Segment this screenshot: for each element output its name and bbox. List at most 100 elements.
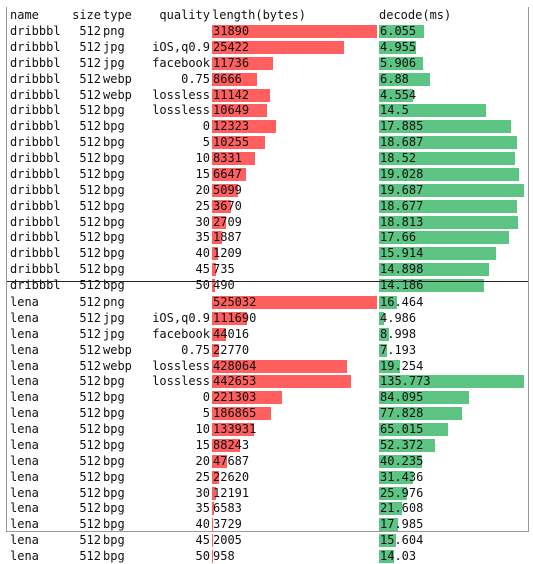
cell-length: 186865 [212,405,380,421]
decode-value: 15.914 [379,246,423,260]
cell-length: 3670 [212,198,380,214]
cell-size: 512 [67,500,101,516]
cell-size: 512 [67,389,101,405]
length-value: 22770 [212,343,249,357]
cell-length: 11736 [212,55,380,71]
header-type: type [103,7,151,23]
cell-size: 512 [67,421,101,437]
cell-name: dribbbl [10,245,70,261]
cell-size: 512 [67,548,101,564]
cell-length: 958 [212,548,380,564]
decode-value: 16.464 [379,295,423,309]
cell-name: lena [10,453,70,469]
cell-decode: 5.906 [379,55,529,71]
cell-size: 512 [67,102,101,118]
cell-decode: 4.986 [379,310,529,326]
length-value: 10255 [212,135,249,149]
cell-quality: 25 [151,198,210,214]
cell-decode: 18.687 [379,134,529,150]
decode-value: 31.436 [379,470,423,484]
cell-type: bpg [103,198,151,214]
cell-length: 6583 [212,500,380,516]
cell-type: bpg [103,118,151,134]
cell-type: bpg [103,532,151,548]
cell-size: 512 [67,134,101,150]
decode-value: 18.813 [379,215,423,229]
decode-value: 18.687 [379,135,423,149]
cell-length: 442653 [212,373,380,389]
cell-type: webp [103,358,151,374]
cell-quality: 40 [151,245,210,261]
cell-name: dribbbl [10,277,70,293]
cell-quality: 5 [151,405,210,421]
cell-type: bpg [103,373,151,389]
cell-name: lena [10,500,70,516]
cell-decode: 31.436 [379,469,529,485]
cell-size: 512 [67,198,101,214]
cell-name: lena [10,516,70,532]
cell-quality: 0.75 [151,71,210,87]
length-value: 25422 [212,40,249,54]
cell-type: bpg [103,469,151,485]
decode-value: 19.687 [379,183,423,197]
cell-length: 47687 [212,453,380,469]
cell-name: lena [10,326,70,342]
cell-quality: 50 [151,548,210,564]
cell-type: bpg [103,500,151,516]
length-value: 22620 [212,470,249,484]
cell-length: 44016 [212,326,380,342]
cell-type: bpg [103,485,151,501]
decode-value: 4.986 [379,311,416,325]
cell-type: bpg [103,389,151,405]
cell-size: 512 [67,23,101,39]
decode-value: 14.03 [379,549,416,563]
decode-value: 84.095 [379,390,423,404]
cell-length: 12323 [212,118,380,134]
length-value: 111690 [212,311,256,325]
cell-length: 8331 [212,150,380,166]
cell-quality: 0 [151,118,210,134]
decode-value: 15.604 [379,533,423,547]
cell-size: 512 [67,261,101,277]
header-name: name [10,7,70,23]
cell-quality: 20 [151,453,210,469]
cell-name: lena [10,437,70,453]
cell-length: 1209 [212,245,380,261]
cell-decode: 52.372 [379,437,529,453]
cell-length: 8666 [212,71,380,87]
cell-quality: lossless [151,358,210,374]
cell-decode: 19.254 [379,358,529,374]
cell-length: 2709 [212,214,380,230]
length-value: 6583 [212,501,242,515]
cell-name: lena [10,389,70,405]
cell-length: 5099 [212,182,380,198]
cell-quality: 45 [151,532,210,548]
cell-name: lena [10,548,70,564]
cell-length: 11142 [212,87,380,103]
cell-size: 512 [67,310,101,326]
length-value: 31890 [212,24,249,38]
decode-value: 17.985 [379,517,423,531]
cell-type: bpg [103,166,151,182]
cell-size: 512 [67,214,101,230]
decode-value: 7.193 [379,343,416,357]
cell-length: 10255 [212,134,380,150]
cell-name: dribbbl [10,261,70,277]
cell-decode: 17.985 [379,516,529,532]
cell-size: 512 [67,294,101,310]
cell-type: jpg [103,39,151,55]
length-value: 12191 [212,486,249,500]
cell-decode: 4.955 [379,39,529,55]
cell-type: jpg [103,310,151,326]
cell-length: 22770 [212,342,380,358]
cell-name: lena [10,532,70,548]
results-table: name size type quality length(bytes) dec… [6,7,529,532]
cell-quality: 30 [151,485,210,501]
cell-length: 88243 [212,437,380,453]
length-value: 442653 [212,374,256,388]
cell-size: 512 [67,229,101,245]
decode-value: 17.885 [379,119,423,133]
cell-size: 512 [67,405,101,421]
decode-value: 40.235 [379,454,423,468]
cell-type: webp [103,342,151,358]
